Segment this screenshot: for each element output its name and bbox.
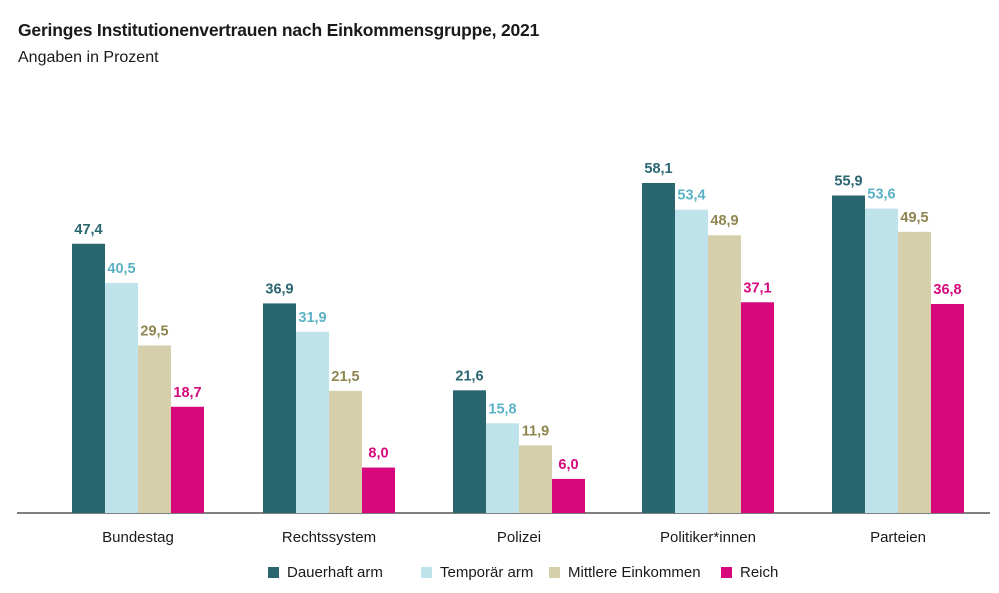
bar: [486, 423, 519, 513]
bar: [519, 445, 552, 513]
data-label: 49,5: [900, 210, 928, 226]
data-label: 47,4: [74, 222, 102, 238]
data-label: 8,0: [368, 446, 388, 462]
data-label: 11,9: [522, 423, 549, 439]
data-label: 36,8: [933, 282, 961, 298]
x-tick-label: Politiker*innen: [660, 529, 756, 546]
bar: [898, 231, 931, 513]
chart-subtitle: Angaben in Prozent: [18, 49, 159, 66]
legend-label: Mittlere Einkommen: [568, 564, 701, 581]
data-label: 31,9: [298, 310, 326, 326]
legend-swatch: [268, 567, 279, 578]
data-label: 21,6: [455, 368, 483, 384]
data-label: 6,0: [558, 457, 578, 473]
bar: [931, 303, 964, 513]
bar: [708, 235, 741, 514]
bar: [296, 331, 329, 513]
bar: [105, 282, 138, 513]
bar: [552, 478, 585, 513]
data-label: 48,9: [710, 213, 738, 229]
bar: [642, 182, 675, 513]
data-label: 21,5: [331, 369, 359, 385]
x-tick-label: Parteien: [870, 529, 926, 546]
data-label: 58,1: [644, 161, 672, 177]
legend-swatch: [721, 567, 732, 578]
bar: [263, 303, 296, 513]
bar: [171, 406, 204, 513]
legend-label: Dauerhaft arm: [287, 564, 383, 581]
data-label: 37,1: [743, 280, 771, 296]
data-label: 55,9: [834, 173, 862, 189]
bar: [72, 243, 105, 513]
data-label: 53,6: [867, 187, 895, 203]
bar: [741, 302, 774, 513]
data-label: 15,8: [488, 401, 516, 417]
chart-title: Geringes Institutionenvertrauen nach Ein…: [18, 20, 540, 40]
data-label: 36,9: [265, 281, 293, 297]
data-label: 29,5: [140, 323, 168, 339]
bar: [675, 209, 708, 514]
data-label: 40,5: [107, 261, 135, 277]
bar: [865, 208, 898, 513]
bar: [138, 345, 171, 513]
legend-swatch: [549, 567, 560, 578]
bar: [453, 390, 486, 513]
x-tick-label: Rechtssystem: [282, 529, 376, 546]
x-tick-label: Bundestag: [102, 529, 174, 546]
data-label: 18,7: [173, 385, 201, 401]
data-label: 53,4: [677, 188, 705, 204]
legend-label: Reich: [740, 564, 778, 581]
legend-label: Temporär arm: [440, 564, 533, 581]
bar: [329, 390, 362, 513]
x-tick-label: Polizei: [497, 529, 541, 546]
bar: [362, 467, 395, 513]
bar: [832, 195, 865, 513]
legend-swatch: [421, 567, 432, 578]
